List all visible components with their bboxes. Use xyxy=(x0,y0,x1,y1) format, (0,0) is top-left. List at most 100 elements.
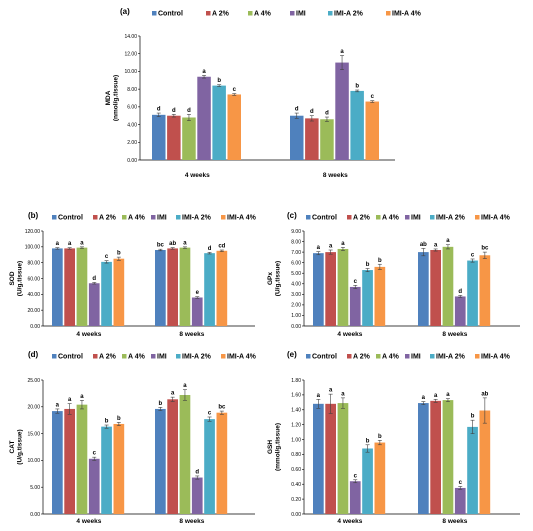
panel-label: (c) xyxy=(287,211,297,220)
significance-label: a xyxy=(329,244,333,250)
y-axis-label: GPx(U/g.tissue) xyxy=(267,261,282,296)
significance-label: b xyxy=(378,258,382,264)
bar xyxy=(418,403,429,514)
significance-label: a xyxy=(317,245,321,251)
bar xyxy=(362,448,373,514)
bar xyxy=(88,458,100,514)
legend-entry: Control xyxy=(58,215,83,222)
y-tick-label: 7.00 xyxy=(291,250,301,256)
significance-label: a xyxy=(68,241,72,247)
chart-panel-b: (b) Control A 2% A 4% IMI IMI-A 2% IMI-A 4% 0.0… xyxy=(9,211,257,338)
significance-label: bc xyxy=(218,405,226,411)
significance-label: d xyxy=(325,111,329,117)
bar xyxy=(155,250,166,326)
legend: Control A 2% A 4% IMI IMI-A 2% IMI-A 4% xyxy=(52,215,257,222)
y-tick-label: 4.00 xyxy=(127,122,137,128)
significance-label: b xyxy=(378,434,382,440)
y-tick-label: 40.00 xyxy=(27,292,40,298)
legend-swatch xyxy=(176,215,181,220)
y-tick-label: 0.00 xyxy=(30,324,40,330)
legend-swatch xyxy=(376,215,381,220)
legend: Control A 2% A 4% IMI IMI-A 2% IMI-A 4% xyxy=(152,11,422,18)
bar xyxy=(313,253,324,326)
bar xyxy=(179,395,191,514)
legend-swatch xyxy=(386,11,391,16)
significance-label: c xyxy=(471,252,475,258)
legend-entry: IMI-A 2% xyxy=(436,354,466,361)
legend-swatch xyxy=(306,354,311,359)
significance-label: c xyxy=(371,94,375,100)
x-category-label: 4 weeks xyxy=(185,172,210,179)
bar xyxy=(374,266,386,326)
legend-swatch xyxy=(52,354,57,359)
legend-entry: IMI-A 2% xyxy=(436,215,466,222)
legend-entry: IMI-A 4% xyxy=(481,354,511,361)
x-category-label: 8 weeks xyxy=(179,518,204,525)
bar xyxy=(430,400,441,514)
x-category-label: 4 weeks xyxy=(76,331,101,338)
legend-swatch xyxy=(122,354,127,359)
bar xyxy=(349,286,361,326)
bar xyxy=(350,90,364,160)
y-axis-label-line: (U/g.tissue) xyxy=(275,261,282,296)
legend-entry: A 4% xyxy=(382,354,400,361)
bar xyxy=(197,76,211,160)
legend-swatch xyxy=(405,215,410,220)
significance-label: c xyxy=(105,254,109,260)
legend-entry: A 2% xyxy=(212,11,230,18)
bar xyxy=(335,62,349,161)
x-category-label: 4 weeks xyxy=(337,518,362,525)
legend-swatch xyxy=(152,11,157,16)
x-category-label: 8 weeks xyxy=(323,172,348,179)
legend-swatch xyxy=(206,11,211,16)
bar xyxy=(167,115,181,160)
y-tick-label: 4.00 xyxy=(291,282,301,288)
legend: Control A 2% A 4% IMI IMI-A 2% IMI-A 4% xyxy=(306,354,511,361)
bar xyxy=(442,400,454,514)
bar xyxy=(212,85,226,160)
bar xyxy=(64,408,75,514)
legend-entry: Control xyxy=(58,354,83,361)
significance-label: a xyxy=(80,394,84,400)
y-tick-label: 8.00 xyxy=(291,239,301,245)
significance-label: c xyxy=(354,279,358,285)
significance-label: d xyxy=(295,107,299,113)
bar xyxy=(113,258,125,326)
y-tick-label: 0.20 xyxy=(291,497,301,503)
y-tick-label: 1.00 xyxy=(291,437,301,443)
bar xyxy=(101,261,112,326)
y-tick-label: 0.00 xyxy=(291,512,301,518)
legend-entry: IMI xyxy=(411,215,421,222)
y-axis-label: SOD(U/g.tissue) xyxy=(9,261,24,296)
y-axis-label-line: SOD xyxy=(9,271,16,285)
legend: Control A 2% A 4% IMI IMI-A 2% IMI-A 4% xyxy=(52,354,257,361)
legend-entry: A 4% xyxy=(254,11,272,18)
significance-label: b xyxy=(217,78,221,84)
bar xyxy=(325,252,336,326)
significance-label: c xyxy=(459,480,463,486)
significance-label: e xyxy=(196,290,200,296)
significance-label: a xyxy=(56,241,60,247)
y-tick-label: 1.20 xyxy=(291,422,301,428)
y-tick-label: 10.00 xyxy=(124,69,137,75)
bar xyxy=(76,404,88,514)
bar xyxy=(191,477,203,514)
significance-label: c xyxy=(93,451,97,457)
y-tick-label: 20.00 xyxy=(27,308,40,314)
legend-swatch xyxy=(248,11,253,16)
legend-swatch xyxy=(221,354,226,359)
significance-label: a xyxy=(422,395,426,401)
significance-label: a xyxy=(341,241,345,247)
y-tick-label: 2.00 xyxy=(127,140,137,146)
bar xyxy=(430,250,441,326)
y-tick-label: 3.00 xyxy=(291,292,301,298)
y-axis-label-line: CAT xyxy=(9,441,16,454)
x-category-label: 8 weeks xyxy=(442,518,467,525)
bar xyxy=(182,117,196,160)
significance-label: b xyxy=(471,414,475,420)
legend-entry: A 4% xyxy=(128,215,146,222)
legend-entry: IMI xyxy=(157,354,167,361)
legend-swatch xyxy=(347,354,352,359)
y-tick-label: 9.00 xyxy=(291,229,301,235)
